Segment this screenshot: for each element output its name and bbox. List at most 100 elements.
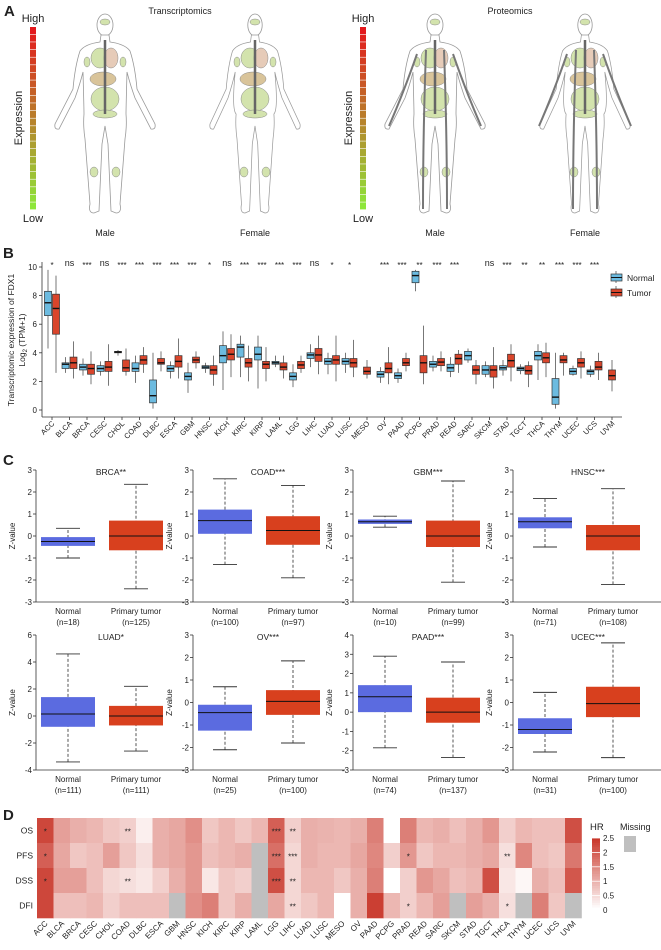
heatmap-cell [119,893,137,919]
sample-size-label: (n=74) [373,786,397,795]
heatmap-cell [70,868,87,894]
y-tick-label: 1 [345,689,350,698]
box [363,359,371,379]
legend-tick-label: 2 [603,848,608,857]
body-outline [384,34,486,214]
heatmap-cell [53,893,71,919]
colorbar-segment [30,57,36,65]
vessel-line [572,49,577,210]
y-tick-label: 2 [505,488,510,497]
box [174,338,183,379]
heatmap-cell [317,818,335,844]
colorbar-low-label: Low [23,213,43,225]
box [306,344,315,368]
box [79,358,87,376]
male-body-diagram [54,13,156,214]
y-tick-label: 3 [505,631,510,640]
colorbar-segment [360,88,366,96]
significance-label: *** [82,261,91,270]
box [481,361,490,378]
box [542,342,550,378]
colorbar-segment [360,65,366,73]
heatmap-cell [350,818,368,844]
colorbar-segment [360,194,366,202]
liver-organ [89,71,117,87]
legend-gradient-segment [592,886,600,889]
heatmap-cell [466,868,483,894]
heatmap-cell [268,868,285,894]
significance-star: * [407,903,410,912]
y-tick-label: -2 [502,576,510,585]
box-iqr [131,362,140,372]
heatmap-cell [284,818,302,844]
legend-gradient-segment [592,898,600,901]
legend-tick-label: 1 [603,877,608,886]
box-iqr [236,343,245,358]
box-iqr [306,352,315,359]
heatmap-cell [532,843,549,869]
heatmap-cell [284,843,302,869]
panel-a-title: Transcriptomics [148,6,212,16]
significance-star: ** [125,878,131,887]
y-tick-label: -3 [25,598,33,607]
colorbar-high-label: High [352,13,375,25]
vessel-line [388,53,418,127]
y-tick-label: -3 [342,598,350,607]
y-tick-label: 2 [28,488,33,497]
box [426,661,480,758]
box [426,480,480,583]
significance-label: * [50,261,53,270]
legend-gradient-segment [592,876,600,880]
x-tick-label: DLBC [141,419,162,440]
heatmap-cell [383,893,401,919]
box [376,367,385,383]
box [114,349,122,356]
legend-label: Tumor [627,288,651,298]
box [534,344,542,380]
box [227,334,235,378]
box-iqr [524,365,533,375]
heatmap-cell [301,868,318,894]
subplot-title: UCEC*** [571,632,606,642]
heatmap-cell [251,818,269,844]
box-iqr [52,293,60,335]
significance-label: *** [187,261,196,270]
box [384,347,393,385]
colorbar-segment [30,80,36,88]
column-label: UVM [559,919,578,938]
colorbar-segment [30,126,36,134]
sample-size-label: (n=18) [56,618,80,627]
heatmap-cell [152,868,170,894]
heatmap-cell [235,868,252,894]
column-label: LGG [262,919,280,937]
category-label: Primary tumor [111,607,162,616]
sample-size-label: (n=108) [599,618,627,627]
x-tick-label: LUAD [316,419,337,440]
heatmap-cell [482,893,500,919]
colorbar-segment [360,110,366,118]
legend-gradient-segment [592,842,600,846]
box-iqr [518,517,572,529]
y-tick-label: -2 [342,576,350,585]
heatmap-cell [548,818,566,844]
legend-gradient-segment [592,862,600,865]
box [266,660,320,744]
x-tick-label: PCPG [403,419,425,441]
shoulder-organ [83,56,91,68]
box-iqr [518,718,572,734]
heatmap-cell [86,893,104,919]
box-iqr [426,520,480,547]
column-label: KICH [195,919,215,939]
colorbar-segment [360,34,366,42]
significance-label: *** [170,261,179,270]
x-tick-label: SKCM [472,419,494,441]
significance-label: *** [572,261,581,270]
panel-a-title: Proteomics [487,6,533,16]
heatmap-cell [185,818,203,844]
box-iqr [266,690,320,715]
legend-item-normal: Normal [610,271,655,283]
box [41,653,95,763]
heatmap-cell [235,893,252,919]
box [518,691,572,753]
box [198,686,252,751]
